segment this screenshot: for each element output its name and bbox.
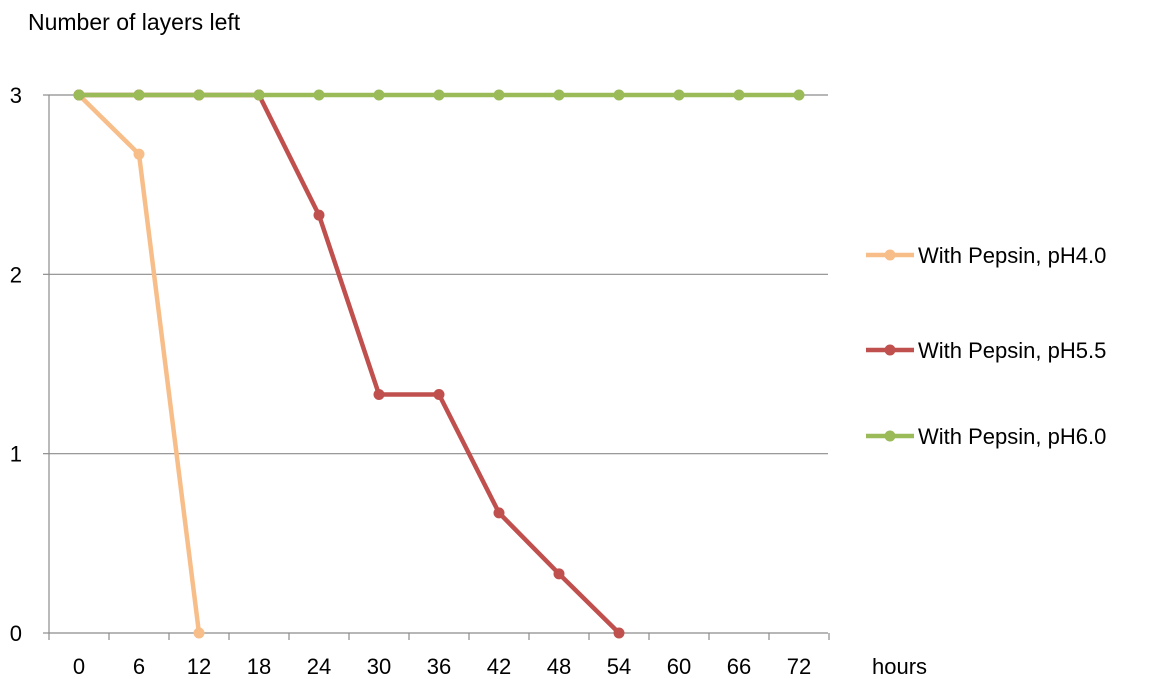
x-tick-label-6: 36	[427, 654, 451, 679]
legend-label-2: With Pepsin, pH6.0	[918, 424, 1106, 449]
data-point-1-4	[313, 209, 325, 221]
x-tick-label-4: 24	[307, 654, 331, 679]
data-point-2-12	[793, 89, 805, 101]
x-tick-label-10: 60	[667, 654, 691, 679]
legend-item-2: With Pepsin, pH6.0	[866, 424, 1106, 449]
data-point-1-7	[493, 507, 505, 519]
data-point-2-9	[613, 89, 625, 101]
x-tick-label-3: 18	[247, 654, 271, 679]
y-tick-label-2: 2	[10, 262, 22, 287]
x-tick-label-2: 12	[187, 654, 211, 679]
data-point-0-2	[193, 627, 205, 639]
x-tick-label-11: 66	[727, 654, 751, 679]
legend-swatch-marker-2	[884, 430, 896, 442]
data-point-2-2	[193, 89, 205, 101]
x-tick-label-7: 42	[487, 654, 511, 679]
y-tick-labels: 0 1 2 3	[10, 83, 22, 646]
data-point-2-7	[493, 89, 505, 101]
legend: With Pepsin, pH4.0 With Pepsin, pH5.5 With…	[866, 243, 1106, 449]
x-tick-labels: 0 6 12 18 24 30 36 42 48 54 60 66 72	[73, 654, 811, 679]
series-2	[73, 89, 805, 101]
y-tick-label-0: 0	[10, 621, 22, 646]
data-point-2-4	[313, 89, 325, 101]
data-point-2-11	[733, 89, 745, 101]
x-tick-label-8: 48	[547, 654, 571, 679]
data-point-2-3	[253, 89, 265, 101]
legend-swatch-marker-1	[884, 344, 896, 356]
y-axis-title: Number of layers left	[28, 9, 241, 35]
x-tick-label-9: 54	[607, 654, 631, 679]
data-point-1-5	[373, 388, 385, 400]
legend-swatch-marker-0	[884, 249, 896, 261]
x-tick-label-1: 6	[133, 654, 145, 679]
x-tick-label-0: 0	[73, 654, 85, 679]
series-lines	[73, 89, 805, 639]
legend-label-0: With Pepsin, pH4.0	[918, 243, 1106, 268]
series-0	[73, 89, 205, 639]
y-tick-label-3: 3	[10, 83, 22, 108]
x-axis-title: hours	[872, 654, 927, 679]
data-point-2-1	[133, 89, 145, 101]
legend-label-1: With Pepsin, pH5.5	[918, 338, 1106, 363]
data-point-1-6	[433, 388, 445, 400]
data-point-2-5	[373, 89, 385, 101]
data-point-1-9	[613, 627, 625, 639]
data-point-2-10	[673, 89, 685, 101]
data-point-1-8	[553, 568, 565, 580]
data-point-2-8	[553, 89, 565, 101]
legend-item-1: With Pepsin, pH5.5	[866, 338, 1106, 363]
axes	[43, 94, 830, 640]
data-point-0-1	[133, 148, 145, 160]
data-point-2-6	[433, 89, 445, 101]
series-1	[73, 89, 625, 639]
x-tick-label-12: 72	[787, 654, 811, 679]
data-point-2-0	[73, 89, 85, 101]
y-tick-label-1: 1	[10, 442, 22, 467]
series-line-1	[76, 92, 622, 636]
x-tick-label-5: 30	[367, 654, 391, 679]
series-line-0	[76, 92, 202, 636]
legend-item-0: With Pepsin, pH4.0	[866, 243, 1106, 268]
